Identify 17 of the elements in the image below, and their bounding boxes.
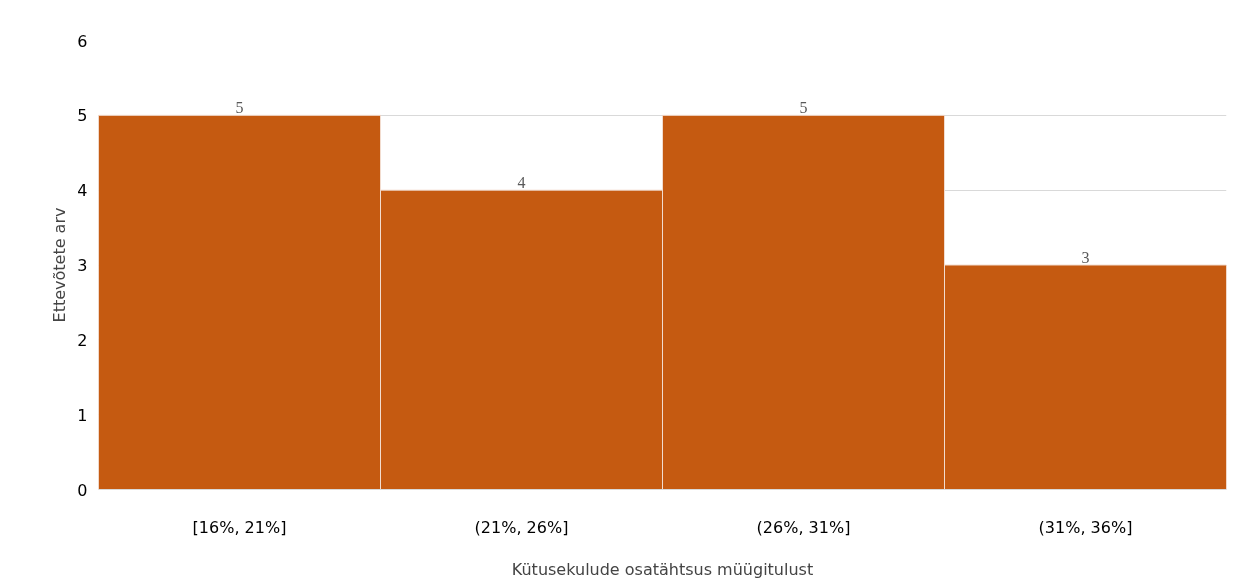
x-tick-label: (21%, 26%] <box>474 517 569 537</box>
x-tick-label: [16%, 21%] <box>192 517 287 537</box>
x-axis-title: Kütusekulude osatähtsus müügitulust <box>511 559 814 579</box>
x-tick-label: (31%, 36%] <box>1038 517 1133 537</box>
y-axis-title: Ettevõtete arv <box>50 207 70 323</box>
y-tick-label: 2 <box>77 330 88 350</box>
y-tick-label: 5 <box>77 106 88 126</box>
y-tick-label: 3 <box>77 256 88 275</box>
y-tick-label: 1 <box>77 405 88 425</box>
data-label: 5 <box>799 99 808 117</box>
y-tick-label: 6 <box>77 31 88 51</box>
data-label: 4 <box>517 174 526 192</box>
y-tick-label: 0 <box>77 480 88 500</box>
data-label: 3 <box>1081 249 1090 266</box>
data-label: 5 <box>235 99 244 117</box>
y-tick-label: 4 <box>77 181 88 201</box>
x-tick-label: (26%, 31%] <box>756 517 851 537</box>
